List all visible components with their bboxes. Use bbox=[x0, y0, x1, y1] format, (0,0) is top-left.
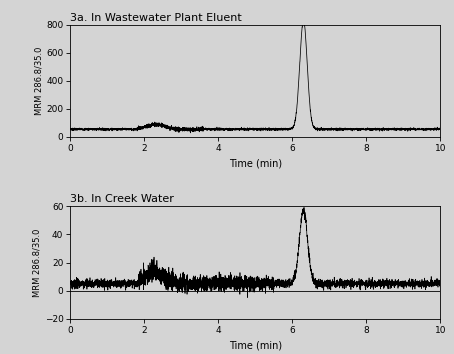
Y-axis label: MRM 286.8/35.0: MRM 286.8/35.0 bbox=[35, 47, 44, 115]
X-axis label: Time (min): Time (min) bbox=[229, 340, 282, 350]
X-axis label: Time (min): Time (min) bbox=[229, 159, 282, 169]
Y-axis label: MRM 286.8/35.0: MRM 286.8/35.0 bbox=[33, 228, 42, 297]
Text: 3b. In Creek Water: 3b. In Creek Water bbox=[70, 194, 174, 204]
Text: 3a. In Wastewater Plant Eluent: 3a. In Wastewater Plant Eluent bbox=[70, 13, 242, 23]
